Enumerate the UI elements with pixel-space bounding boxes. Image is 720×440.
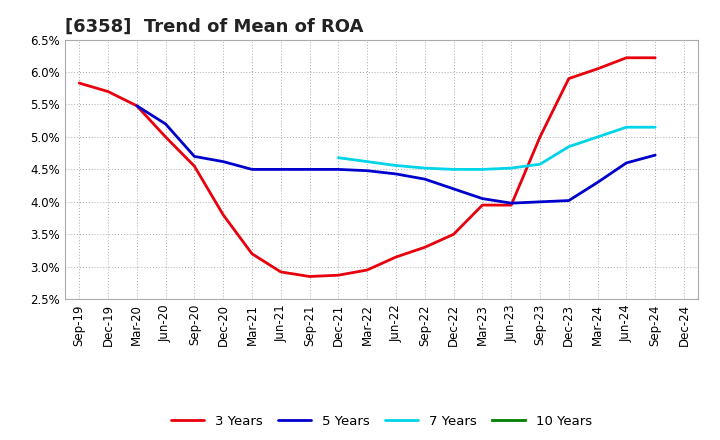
- 7 Years: [536, 161, 544, 167]
- 3 Years: [161, 134, 170, 139]
- 5 Years: [363, 168, 372, 173]
- 5 Years: [478, 196, 487, 201]
- 3 Years: [305, 274, 314, 279]
- 3 Years: [420, 245, 429, 250]
- 3 Years: [449, 231, 458, 237]
- 3 Years: [104, 89, 112, 94]
- 3 Years: [334, 272, 343, 278]
- 5 Years: [132, 103, 141, 108]
- Text: [6358]  Trend of Mean of ROA: [6358] Trend of Mean of ROA: [65, 17, 363, 35]
- 3 Years: [507, 202, 516, 208]
- 3 Years: [651, 55, 660, 60]
- 5 Years: [420, 176, 429, 182]
- Legend: 3 Years, 5 Years, 7 Years, 10 Years: 3 Years, 5 Years, 7 Years, 10 Years: [171, 415, 592, 428]
- 5 Years: [536, 199, 544, 205]
- 5 Years: [190, 154, 199, 159]
- 3 Years: [75, 81, 84, 86]
- 7 Years: [334, 155, 343, 160]
- 5 Years: [161, 121, 170, 127]
- 3 Years: [564, 76, 573, 81]
- 7 Years: [449, 167, 458, 172]
- 5 Years: [622, 160, 631, 165]
- 7 Years: [622, 125, 631, 130]
- Line: 7 Years: 7 Years: [338, 127, 655, 169]
- Line: 3 Years: 3 Years: [79, 58, 655, 276]
- Line: 5 Years: 5 Years: [137, 106, 655, 203]
- 5 Years: [392, 171, 400, 176]
- 7 Years: [363, 159, 372, 164]
- 5 Years: [593, 180, 602, 185]
- 5 Years: [564, 198, 573, 203]
- 7 Years: [478, 167, 487, 172]
- 7 Years: [593, 134, 602, 139]
- 3 Years: [536, 134, 544, 139]
- 3 Years: [132, 103, 141, 108]
- 3 Years: [248, 251, 256, 257]
- 3 Years: [276, 269, 285, 275]
- 3 Years: [363, 268, 372, 273]
- 5 Years: [449, 186, 458, 191]
- 5 Years: [507, 201, 516, 206]
- 7 Years: [392, 163, 400, 168]
- 3 Years: [622, 55, 631, 60]
- 5 Years: [248, 167, 256, 172]
- 7 Years: [564, 144, 573, 149]
- 7 Years: [420, 165, 429, 171]
- 3 Years: [392, 254, 400, 260]
- 3 Years: [478, 202, 487, 208]
- 5 Years: [219, 159, 228, 164]
- 3 Years: [219, 212, 228, 217]
- 7 Years: [651, 125, 660, 130]
- 5 Years: [651, 153, 660, 158]
- 7 Years: [507, 165, 516, 171]
- 5 Years: [334, 167, 343, 172]
- 5 Years: [276, 167, 285, 172]
- 5 Years: [305, 167, 314, 172]
- 3 Years: [190, 164, 199, 169]
- 3 Years: [593, 66, 602, 71]
